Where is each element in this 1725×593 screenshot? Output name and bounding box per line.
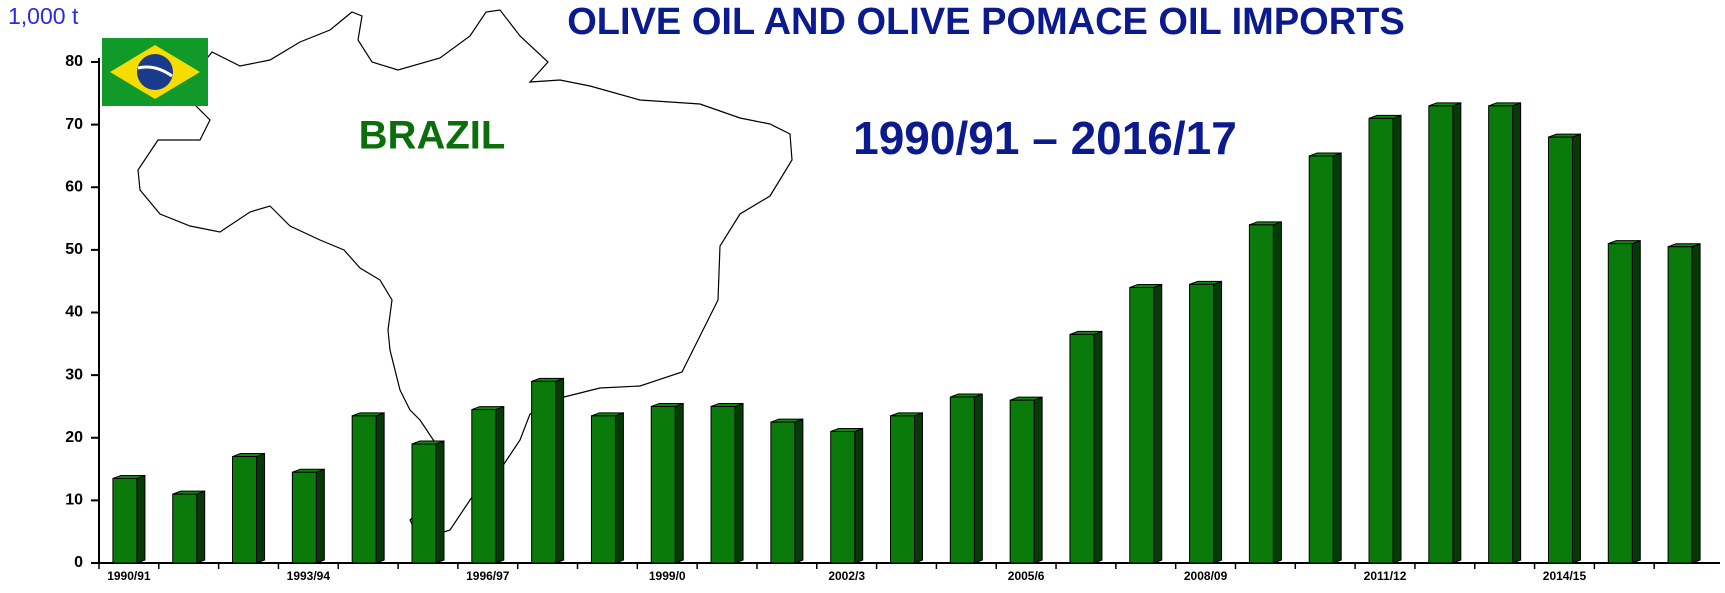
- bar-side: [1691, 243, 1701, 564]
- bar: [291, 471, 317, 564]
- bar: [1428, 105, 1454, 564]
- map-outline: [137, 9, 793, 541]
- bar-side: [1033, 396, 1043, 564]
- y-tick-label: 60: [65, 178, 83, 195]
- bar: [351, 415, 377, 564]
- bar: [172, 493, 198, 564]
- bar: [1488, 105, 1514, 564]
- x-tick-label: 1999/0: [649, 569, 686, 583]
- bar-side: [674, 402, 684, 564]
- bar-side: [435, 440, 445, 564]
- bar: [650, 405, 676, 564]
- chart-title: OLIVE OIL AND OLIVE POMACE OIL IMPORTS: [567, 1, 1404, 43]
- bar: [770, 421, 796, 564]
- bar: [1547, 136, 1573, 564]
- bar: [1667, 246, 1693, 564]
- bar: [1129, 286, 1155, 564]
- y-tick-label: 40: [65, 304, 83, 321]
- x-tick-label: 2005/6: [1008, 569, 1045, 583]
- bar: [949, 396, 975, 564]
- bar-side: [1392, 114, 1402, 564]
- x-tick-label: 2002/3: [828, 569, 865, 583]
- bar-side: [1452, 102, 1462, 564]
- bar-side: [256, 452, 266, 564]
- bar: [1009, 399, 1035, 564]
- bar: [471, 409, 497, 564]
- bar-side: [1332, 152, 1342, 564]
- bar: [112, 477, 138, 564]
- bar-side: [1512, 102, 1522, 564]
- y-tick-label: 10: [65, 492, 83, 509]
- flag: [102, 38, 208, 106]
- bar-side: [495, 405, 505, 564]
- bar-side: [1571, 133, 1581, 564]
- bar: [1308, 155, 1334, 564]
- bar: [1607, 243, 1633, 564]
- y-tick-label: 30: [65, 366, 83, 383]
- bar-side: [555, 377, 565, 564]
- bar: [710, 405, 736, 564]
- bar-side: [315, 468, 325, 564]
- x-tick-label: 1990/91: [107, 569, 151, 583]
- bar-side: [854, 427, 864, 564]
- x-tick-label: 1993/94: [287, 569, 331, 583]
- bar-side: [614, 412, 624, 564]
- bar-side: [734, 402, 744, 564]
- bar-side: [136, 474, 146, 564]
- bar-side: [1272, 221, 1282, 564]
- x-tick-label: 1996/97: [466, 569, 510, 583]
- bar: [411, 443, 437, 564]
- y-axis-unit: 1,000 t: [8, 3, 79, 29]
- bar: [590, 415, 616, 564]
- bar-side: [1153, 283, 1163, 564]
- map-label: BRAZIL: [359, 114, 506, 158]
- bar: [890, 415, 915, 564]
- bar-side: [375, 412, 385, 564]
- bar: [531, 380, 557, 564]
- bar: [1248, 224, 1274, 564]
- bar: [1189, 283, 1215, 564]
- y-tick-label: 0: [74, 554, 83, 571]
- bar-side: [1093, 330, 1103, 564]
- x-tick-label: 2008/09: [1184, 569, 1228, 583]
- bar: [1368, 117, 1394, 564]
- bar: [1069, 333, 1095, 564]
- y-tick-label: 70: [65, 116, 83, 133]
- bar-side: [914, 412, 923, 564]
- bar-side: [1213, 280, 1223, 564]
- y-tick-label: 80: [65, 53, 83, 70]
- y-tick-label: 50: [65, 241, 83, 258]
- x-tick-label: 2011/12: [1364, 569, 1407, 583]
- bar-side: [1631, 239, 1641, 564]
- y-tick-label: 20: [65, 429, 83, 446]
- bar-side: [794, 418, 804, 564]
- bar-side: [973, 393, 983, 564]
- chart-subtitle: 1990/91 – 2016/17: [853, 112, 1237, 164]
- bar: [232, 456, 258, 564]
- bar: [830, 430, 856, 564]
- x-tick-label: 2014/15: [1543, 569, 1587, 583]
- bar-side: [196, 490, 206, 564]
